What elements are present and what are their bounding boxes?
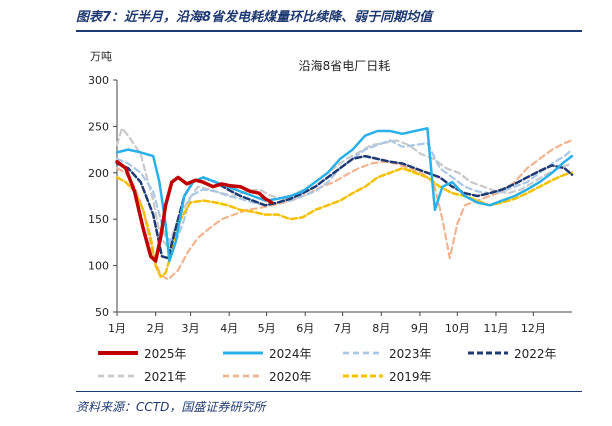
y-axis-label: 万吨	[90, 50, 112, 63]
x-tick-label: 6月	[296, 322, 314, 335]
source-note: 资料来源：CCTD，国盛证券研究所	[76, 400, 266, 414]
x-tick-label: 11月	[483, 322, 508, 335]
series-line-2020	[115, 139, 574, 281]
y-tick-label: 300	[88, 74, 109, 87]
series-layer	[115, 127, 574, 281]
legend-label-2024: 2024年	[269, 347, 312, 361]
x-tick-label: 9月	[411, 322, 429, 335]
header-divider	[76, 30, 582, 32]
x-tick-label: 1月	[108, 322, 126, 335]
x-tick-label: 8月	[372, 322, 390, 335]
x-tick-label: 10月	[445, 322, 470, 335]
x-tick-label: 4月	[220, 322, 238, 335]
y-tick-label: 50	[95, 306, 109, 319]
legend: 2025年 2024年 2023年 2022年 2021年 2020年 2019年	[98, 347, 557, 384]
legend-label-2021: 2021年	[144, 370, 187, 384]
series-line-2024	[115, 127, 574, 263]
chart-title: 沿海8省电厂日耗	[299, 58, 391, 73]
x-tick-label: 2月	[147, 322, 165, 335]
y-tick-label: 100	[88, 260, 109, 273]
y-tick-label: 200	[88, 167, 109, 180]
y-tick-label: 150	[88, 213, 109, 226]
series-line-2022	[115, 154, 574, 260]
footer-divider	[76, 391, 582, 392]
x-tick-label: 12月	[521, 322, 546, 335]
legend-label-2020: 2020年	[269, 370, 312, 384]
legend-label-2023: 2023年	[389, 347, 432, 361]
page-title: 图表7：近半月，沿海8省发电耗煤量环比续降、弱于同期均值	[76, 10, 433, 25]
y-tick-label: 250	[88, 120, 109, 133]
series-line-2025	[115, 159, 274, 263]
x-tick-label: 7月	[334, 322, 352, 335]
legend-label-2019: 2019年	[389, 370, 432, 384]
legend-label-2022: 2022年	[514, 347, 557, 361]
plot-area: 50 100 150 200 250 300 1月 2月 3月 4月 5月 6月 7月 8月 9月 10月 11…	[88, 74, 572, 335]
x-tick-label: 5月	[258, 322, 276, 335]
x-tick-label: 3月	[182, 322, 200, 335]
legend-label-2025: 2025年	[144, 347, 187, 361]
